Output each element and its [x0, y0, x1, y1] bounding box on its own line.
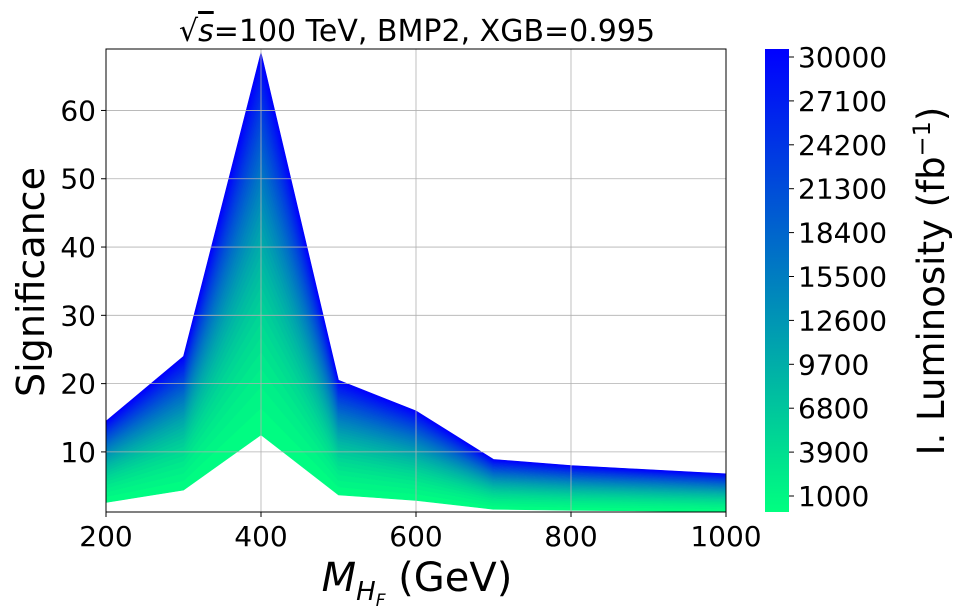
x-tick-label: 800: [544, 520, 597, 553]
x-tick-label: 1000: [690, 520, 761, 553]
colorbar-label-sup: −1: [908, 121, 936, 156]
colorbar: [765, 49, 789, 512]
x-axis-ticks: 200 400 600 800 1000: [79, 512, 762, 553]
colorbar-ticks: 1000 3900 6800 9700 12600 15500 18400 21300 2420…: [789, 41, 887, 513]
title-s: s: [198, 14, 214, 49]
colorbar-tick-label: 9700: [798, 348, 869, 381]
x-axis-label: MHF (GeV): [322, 555, 513, 611]
chart-title: √s=100 TeV, BMP2, XGB=0.995: [179, 14, 655, 49]
colorbar-tick-label: 12600: [798, 304, 887, 337]
y-axis-label: Significance: [9, 167, 53, 397]
xlabel-f: F: [376, 591, 386, 611]
colorbar-tick-label: 6800: [798, 392, 869, 425]
colorbar-tick-label: 21300: [798, 173, 887, 206]
title-sqrt: √: [179, 14, 199, 49]
grid-lines: [105, 49, 727, 512]
colorbar-tick-label: 1000: [798, 480, 869, 513]
y-tick-label: 10: [60, 436, 96, 469]
xlabel-m: M: [322, 555, 357, 601]
colorbar-label-main: I. Luminosity (fb: [910, 156, 953, 455]
xlabel-h: H: [356, 577, 376, 607]
y-tick-label: 20: [60, 368, 96, 401]
colorbar-tick-label: 24200: [798, 129, 887, 162]
colorbar-label-close: ): [910, 107, 953, 121]
colorbar-tick-label: 15500: [798, 261, 887, 294]
colorbar-tick-label: 18400: [798, 217, 887, 250]
colorbar-tick-label: 3900: [798, 436, 869, 469]
y-tick-label: 40: [60, 231, 96, 264]
y-tick-label: 60: [60, 94, 96, 127]
x-tick-label: 400: [234, 520, 287, 553]
colorbar-tick-label: 27100: [798, 85, 887, 118]
colorbar-label: I. Luminosity (fb−1): [908, 107, 953, 456]
y-axis-ticks: 10 20 30 40 50 60: [60, 94, 106, 469]
colorbar-tick-label: 30000: [798, 41, 887, 74]
xlabel-unit: (GeV): [385, 555, 512, 601]
x-tick-label: 600: [389, 520, 442, 553]
y-tick-label: 30: [60, 299, 96, 332]
title-rest: =100 TeV, BMP2, XGB=0.995: [214, 14, 655, 49]
x-tick-label: 200: [79, 520, 132, 553]
y-tick-label: 50: [60, 163, 96, 196]
